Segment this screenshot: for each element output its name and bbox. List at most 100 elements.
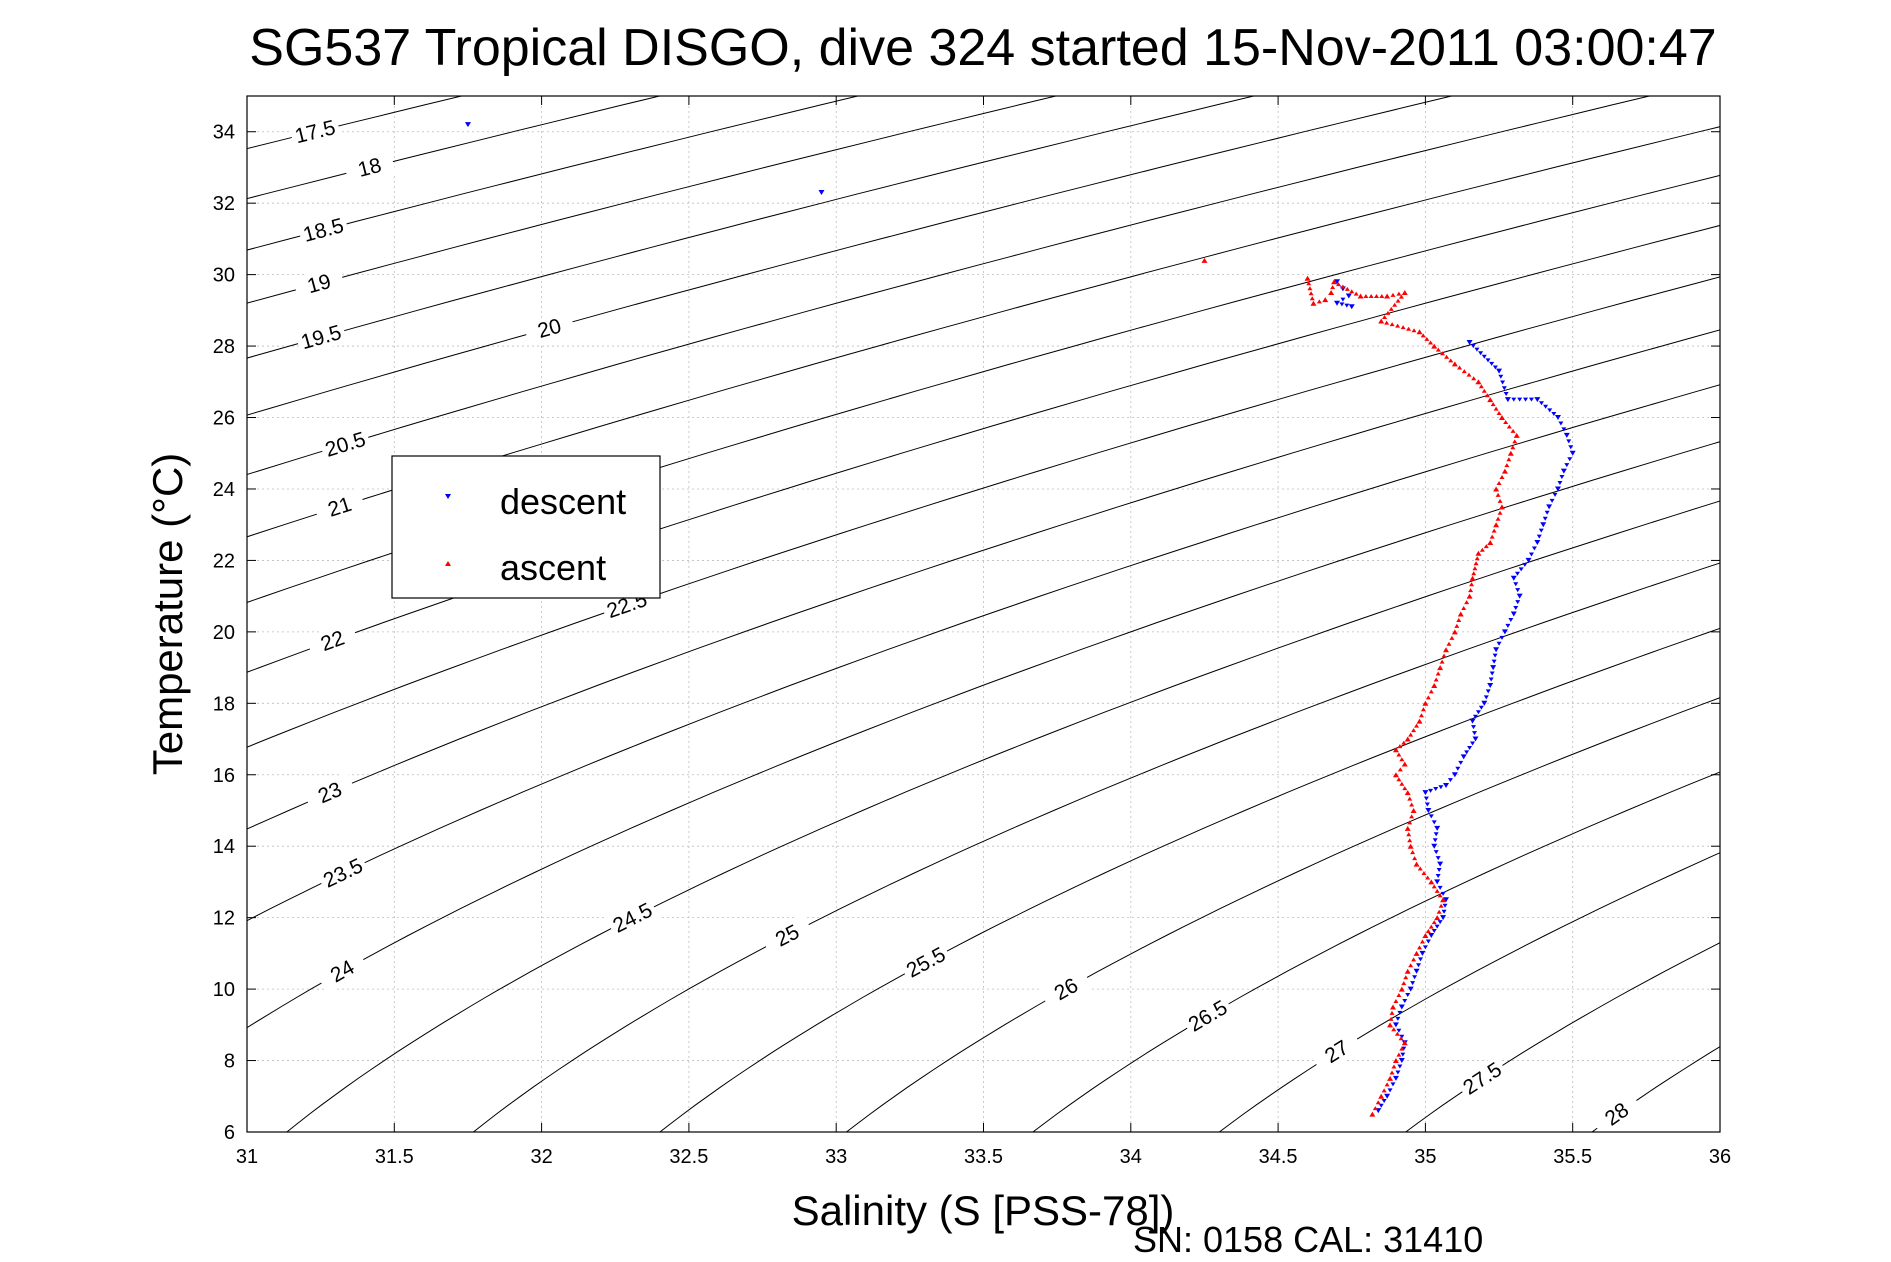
ascent-point: [1448, 358, 1454, 363]
ascent-point: [1330, 285, 1336, 290]
descent-point: [1543, 404, 1549, 409]
descent-point: [1390, 1082, 1396, 1087]
descent-point: [1540, 522, 1547, 528]
descent-point: [1472, 714, 1478, 719]
descent-point: [1428, 788, 1434, 793]
descent-point: [1501, 386, 1507, 391]
ascent-point: [1396, 993, 1402, 998]
ascent-point: [1401, 981, 1407, 986]
descent-point: [1405, 993, 1411, 998]
contour-line: [247, 96, 1256, 359]
ascent-point: [1344, 286, 1350, 291]
descent-point: [1392, 1022, 1399, 1028]
descent-point: [1500, 380, 1506, 385]
descent-point: [1447, 778, 1453, 783]
ascent-point: [1396, 777, 1402, 782]
descent-point: [1334, 300, 1341, 306]
ascent-point: [1438, 903, 1444, 908]
contour-line: [845, 697, 1720, 1132]
ascent-point: [1422, 700, 1429, 706]
y-tick-label: 22: [213, 550, 235, 572]
ascent-point: [1391, 1064, 1397, 1069]
ascent-point: [1425, 929, 1431, 934]
y-tick-label: 32: [213, 193, 235, 215]
contour-label-bg: [1309, 1028, 1364, 1075]
ascent-point: [1401, 1040, 1408, 1046]
x-tick-label: 33.5: [964, 1146, 1003, 1168]
ascent-point: [1489, 534, 1495, 539]
ascent-point: [1304, 275, 1311, 281]
contour-label-bg: [523, 310, 576, 347]
ascent-point: [1513, 432, 1520, 438]
ascent-point: [1431, 343, 1438, 349]
descent-point: [1442, 903, 1448, 908]
descent-point: [1568, 445, 1574, 450]
ascent-point: [1414, 723, 1420, 728]
ascent-point: [1497, 498, 1503, 503]
ascent-point: [1398, 294, 1404, 299]
descent-point: [1381, 1099, 1387, 1104]
x-tick-label: 32: [530, 1146, 552, 1168]
ascent-point: [1411, 728, 1417, 733]
ascent-point: [1401, 740, 1407, 745]
ascent-point: [1406, 326, 1412, 331]
descent-point: [1469, 718, 1476, 724]
descent-point: [1464, 750, 1470, 755]
ascent-point: [1420, 707, 1426, 712]
descent-point: [1397, 1064, 1403, 1069]
ascent-point: [1388, 306, 1394, 311]
ascent-point: [1335, 282, 1341, 287]
ascent-point: [1506, 424, 1512, 429]
ascent-point: [1400, 325, 1406, 330]
contour-label-bg: [318, 425, 372, 463]
ascent-point: [1408, 963, 1414, 968]
ascent-point: [1483, 544, 1489, 549]
ascent-point: [1419, 939, 1425, 944]
descent-point: [1538, 401, 1544, 406]
descent-point: [1470, 344, 1476, 349]
ascent-point: [1389, 1010, 1395, 1015]
ascent-point: [1435, 671, 1441, 676]
ascent-point: [1469, 575, 1476, 581]
y-tick-label: 12: [213, 908, 235, 930]
contour-label-bg: [605, 896, 660, 940]
ascent-point: [1433, 677, 1439, 682]
descent-point: [1434, 825, 1441, 831]
ascent-point: [1407, 843, 1414, 849]
descent-point: [1517, 397, 1523, 402]
descent-point: [1433, 832, 1439, 837]
descent-point: [1554, 486, 1561, 492]
x-tick-label: 33: [825, 1146, 847, 1168]
descent-point: [1554, 415, 1561, 421]
ascent-point: [1309, 296, 1315, 301]
ascent-point: [1395, 323, 1401, 328]
descent-point: [1472, 731, 1477, 736]
descent-point: [1481, 354, 1487, 359]
descent-point: [1437, 885, 1443, 890]
descent-point: [1440, 915, 1447, 921]
ascent-point: [1363, 294, 1369, 299]
ascent-point: [1308, 291, 1314, 296]
ascent-point: [1501, 468, 1508, 474]
descent-point: [1496, 641, 1502, 646]
y-tick-label: 28: [213, 336, 235, 358]
ascent-point: [1375, 1100, 1381, 1105]
ascent-point: [1387, 1075, 1394, 1081]
descent-point: [1511, 397, 1517, 402]
ascent-point: [1451, 361, 1458, 367]
descent-point: [1431, 820, 1437, 825]
ascent-point: [1389, 1070, 1395, 1075]
descent-point: [1440, 891, 1446, 896]
contour-label-bg: [760, 913, 815, 958]
contour-label-bg: [1590, 1090, 1644, 1138]
ascent-point: [1388, 1016, 1394, 1021]
contour-label-bg: [1039, 966, 1093, 1012]
descent-point: [1491, 659, 1497, 664]
ascent-point: [1328, 289, 1335, 295]
ascent-point: [1401, 289, 1408, 295]
descent-point: [1559, 475, 1565, 480]
legend-box: [391, 455, 661, 599]
contour-line: [247, 329, 1720, 830]
descent-point: [1475, 710, 1481, 715]
data-points: [464, 122, 1576, 1117]
